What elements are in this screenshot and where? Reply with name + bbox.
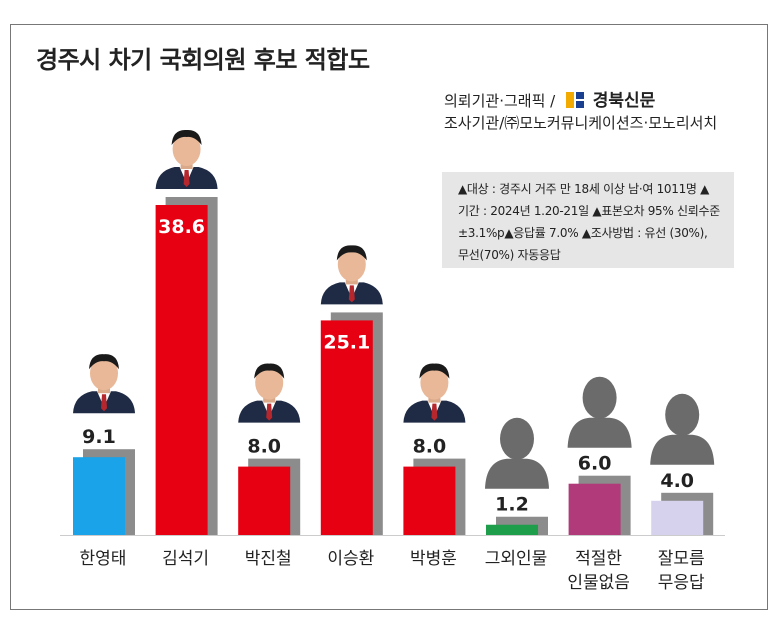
category-label: 무응답 [658,573,705,593]
category-label: 잘모름 [658,549,705,569]
bar-7 [568,483,621,535]
bar-group: 8.0 박진철 [238,363,301,569]
silhouette-head [500,417,534,460]
research-credit: 조사기관/㈜모노커뮤니케이션즈·모노리서치 [444,114,718,132]
chart-title: 경주시 차기 국회의원 후보 적합도 [36,46,370,74]
candidate-photo [238,363,301,423]
value-label: 6.0 [578,453,612,475]
hair-shape [254,363,285,379]
value-label: 4.0 [660,470,694,492]
tie-shape [431,403,438,421]
survey-note-line: ▲대상 : 경주시 거주 만 18세 이상 남·여 1011명 ▲ [458,182,710,196]
silhouette-icon [485,417,549,489]
hair-shape [171,129,202,145]
tie-shape [101,394,107,412]
bar-1 [73,457,125,535]
silhouette-body [567,417,632,448]
candidate-photo [155,129,218,189]
silhouette-head [665,393,700,436]
face-shape [337,247,366,282]
category-label: 김석기 [162,549,209,569]
hair-shape [419,363,450,379]
newspaper-logo-icon [565,92,584,108]
silhouette-head [582,376,617,419]
category-label: 박진철 [245,549,292,569]
value-label: 8.0 [247,436,281,458]
newspaper-brand: 경북신문 [592,91,656,111]
survey-note-line: 기간 : 2024년 1.20-21일 ▲표본오차 95% 신뢰수준 [458,204,720,218]
bar-3 [238,466,291,535]
hair-shape [336,245,367,261]
bar-group: 8.0 박병훈 [403,363,466,569]
category-label: 한영태 [80,549,127,569]
silhouette-icon [567,376,632,448]
chart-frame [10,24,768,610]
face-shape [420,365,449,400]
survey-info-box: ▲대상 : 경주시 거주 만 18세 이상 남·여 1011명 ▲ 기간 : 2… [442,172,734,268]
survey-note-line: 무선(70%) 자동응답 [458,248,561,262]
category-label: 인물없음 [567,573,630,593]
commission-credit: 의뢰기관·그래픽 / 경북신문 [444,86,655,111]
bar-group: 38.6 김석기 [155,129,218,569]
bar-6 [486,524,538,535]
value-label: 25.1 [323,331,370,353]
commission-label: 의뢰기관·그래픽 / [444,92,556,110]
bar-group: 9.1 한영태 [73,354,135,569]
bar-group: 25.1 이승환 [320,245,383,569]
bar-5 [403,466,456,535]
category-label: 적절한 [575,549,622,569]
face-shape [90,356,118,391]
bar-4 [320,320,373,535]
face-shape [172,132,201,166]
survey-note-line: ±3.1%p▲응답률 7.0% ▲조사방법 : 유선 (30%), [458,226,708,240]
candidate-photo [403,363,466,423]
bar-8 [651,500,704,535]
category-label: 박병훈 [410,549,457,569]
tie-shape [266,403,273,421]
category-label: 그외인물 [485,549,548,569]
bar-group: 1.2 그외인물 [485,417,549,569]
hair-shape [89,354,119,370]
candidate-photo [73,354,135,414]
silhouette-icon [650,393,715,465]
tie-shape [183,170,190,187]
bar-2 [155,205,208,535]
candidate-photo [320,245,383,305]
category-label: 이승환 [327,549,374,569]
value-label: 38.6 [158,216,205,238]
tie-shape [348,285,355,303]
silhouette-body [485,458,549,489]
value-label: 9.1 [82,426,116,448]
value-label: 8.0 [413,436,447,458]
face-shape [255,365,284,400]
value-label: 1.2 [495,494,529,516]
silhouette-body [650,434,715,465]
